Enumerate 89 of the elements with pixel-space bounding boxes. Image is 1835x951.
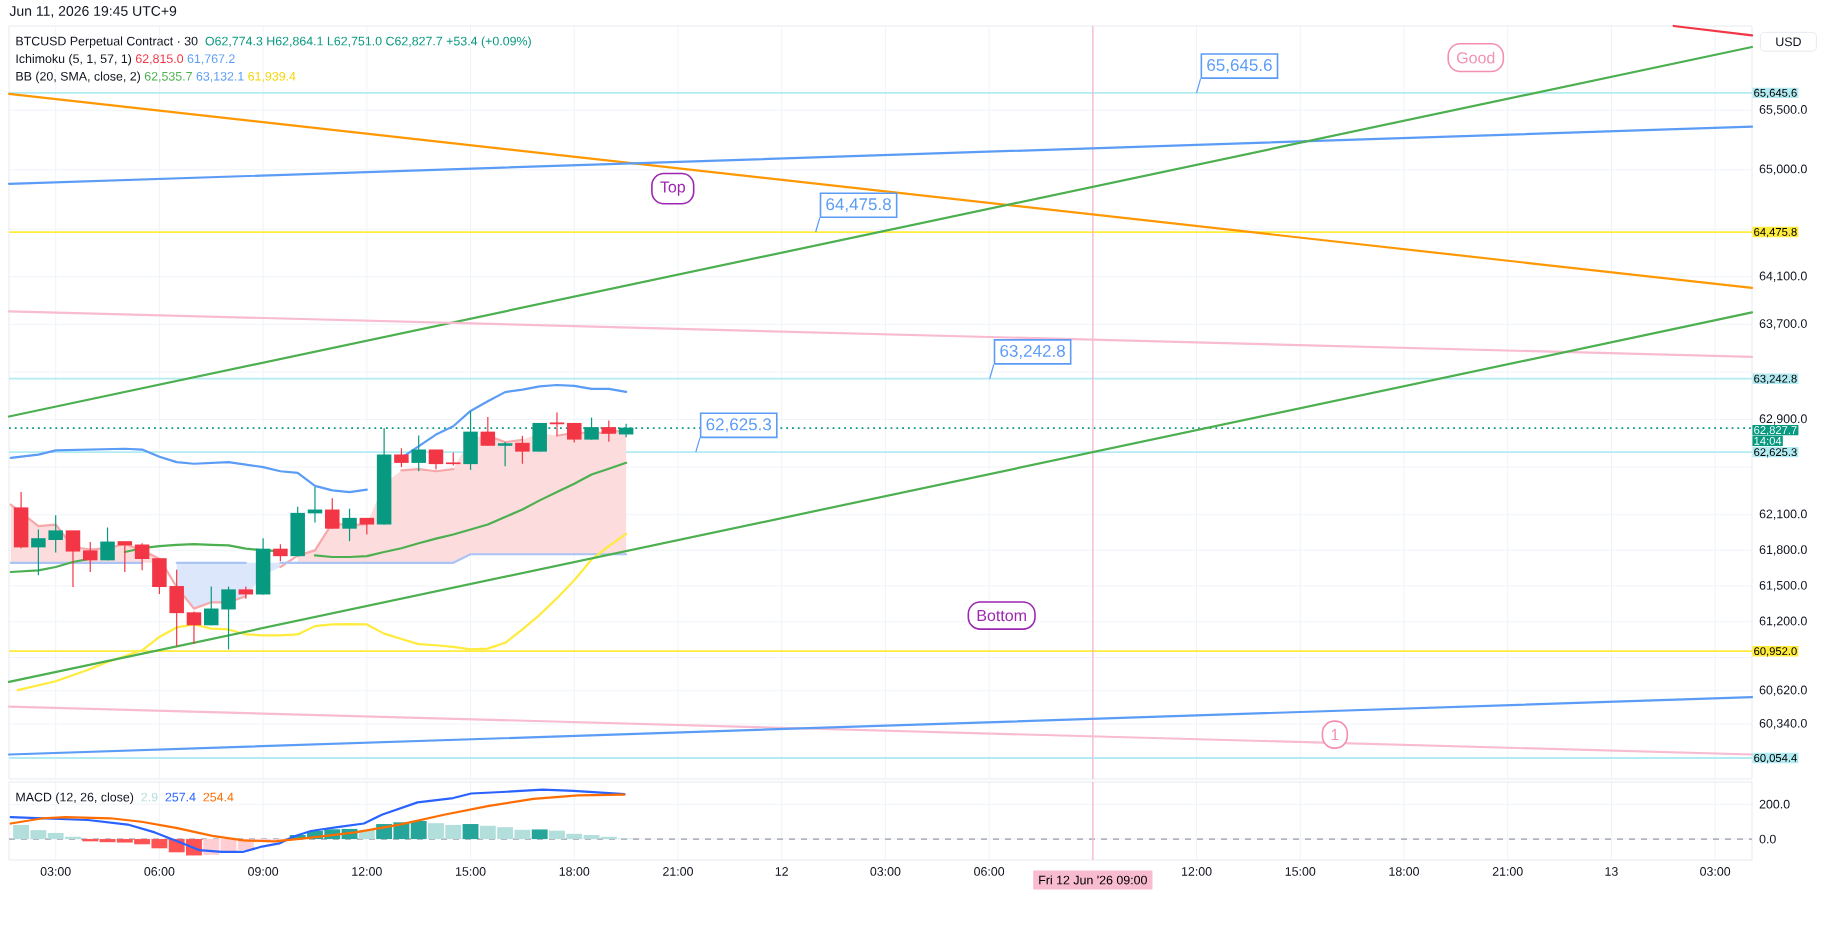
annotation: 61,939.4 <box>248 71 296 83</box>
y-tick-label: 62,900.0 <box>1759 414 1807 425</box>
annotation: 61,767.2 <box>187 54 235 65</box>
y-tick-label: 60,620.0 <box>1759 685 1807 696</box>
ref-line-label: 65,645.6 <box>1754 88 1797 99</box>
candlestick <box>221 585 236 651</box>
text: O62,774.3 H62,864.1 L62,751.0 C62,827.7 +53.4 (+0.09%) <box>205 36 531 48</box>
y-tick-label: 61,800.0 <box>1759 545 1807 556</box>
annotation: BB (20, SMA, close, 2) <box>16 71 141 84</box>
y-tick-label: 65,000.0 <box>1759 164 1807 175</box>
line-series <box>9 793 626 843</box>
y-tick-label: 61,200.0 <box>1759 616 1807 627</box>
candlestick <box>48 514 63 554</box>
candlestick <box>497 441 513 467</box>
candlestick <box>394 447 409 468</box>
candlestick <box>100 526 115 561</box>
candlestick <box>428 449 444 471</box>
ref-line-label: 63,242.8 <box>1754 374 1797 384</box>
x-tick-label: 12 <box>775 867 788 876</box>
y-tick-label: 63,700.0 <box>1759 319 1807 330</box>
x-tick-label: 06:00 <box>974 867 1005 876</box>
annotation: Ichimoku (5, 1, 57, 1) <box>16 53 132 66</box>
annotation: 62,815.0 <box>135 54 184 65</box>
annotation: Bottom <box>977 610 1026 622</box>
candlestick <box>342 508 357 542</box>
bar <box>462 824 479 840</box>
candlestick <box>325 497 340 530</box>
line-series <box>9 788 626 853</box>
text: BTCUSD Perpetual Contract · 30 <box>16 36 198 48</box>
candlestick <box>549 411 565 437</box>
bar <box>99 839 116 843</box>
y-tick-label: 60,340.0 <box>1759 718 1807 730</box>
candlestick <box>31 528 46 576</box>
x-tick-label: 21:00 <box>1492 867 1523 876</box>
y-tick-label: 200.0 <box>1759 799 1790 809</box>
x-tick-label: 03:00 <box>1700 867 1731 876</box>
annotation: 65,645.6 <box>1207 59 1272 74</box>
candlestick <box>186 610 202 645</box>
annotation: 2.9 <box>141 792 158 802</box>
ref-line-label: Fri 12 Jun '26 09:00 <box>1039 875 1147 885</box>
annotation: 62,535.7 <box>144 71 192 83</box>
candlestick <box>515 435 530 465</box>
candlestick <box>65 530 81 588</box>
y-axis-title: USD <box>1776 37 1801 47</box>
ref-line-label: 62,827.7 <box>1754 426 1797 436</box>
annotation: 63,132.1 <box>196 71 244 83</box>
annotation: 1 <box>1331 729 1339 741</box>
candlestick <box>480 416 496 447</box>
candlestick <box>567 422 582 444</box>
x-tick-label: 03:00 <box>870 867 901 876</box>
x-tick-label: 13 <box>1605 867 1618 876</box>
y-tick-label: 0.0 <box>1759 834 1776 844</box>
candlestick <box>411 434 426 472</box>
ref-line-label: 60,952.0 <box>1754 647 1797 657</box>
x-tick-label: 03:00 <box>40 867 71 876</box>
x-tick-label: 12:00 <box>1181 867 1212 876</box>
annotation: 62,625.3 <box>706 418 772 433</box>
text: MACD (12, 26, close) <box>16 792 134 804</box>
bar <box>531 829 548 840</box>
ref-line-label: 64,475.8 <box>1754 228 1797 238</box>
x-tick-label: 09:00 <box>248 867 279 876</box>
annotation: 64,475.8 <box>826 198 891 213</box>
candlestick <box>82 541 98 573</box>
annotation: 63,242.8 <box>1000 344 1065 359</box>
x-tick-label: 21:00 <box>663 867 693 876</box>
x-tick-label: 15:00 <box>455 867 486 876</box>
candlestick <box>134 542 150 571</box>
y-tick-label: 62,100.0 <box>1759 509 1807 520</box>
ref-line-label: 62,625.3 <box>1754 448 1797 458</box>
text: Jun 11, 2026 19:45 UTC+9 <box>9 6 177 18</box>
x-tick-label: 18:00 <box>559 867 590 876</box>
x-tick-label: 15:00 <box>1285 867 1316 876</box>
bar <box>220 839 237 851</box>
y-tick-label: 64,100.0 <box>1759 271 1807 282</box>
candlestick <box>117 541 133 573</box>
annotation: 254.4 <box>203 792 234 802</box>
x-tick-label: 06:00 <box>144 867 175 876</box>
annotation: Top <box>660 181 686 196</box>
ref-line-label: 60,054.4 <box>1754 753 1797 764</box>
annotation: 257.4 <box>165 792 196 802</box>
bar <box>410 820 427 840</box>
y-tick-label: 65,500.0 <box>1759 105 1807 116</box>
text: 14:04 <box>1754 436 1782 445</box>
candlestick <box>601 419 617 443</box>
x-tick-label: 18:00 <box>1389 867 1419 876</box>
x-tick-label: 12:00 <box>352 867 382 876</box>
annotation: Good <box>1457 51 1495 64</box>
y-tick-label: 61,500.0 <box>1759 580 1807 592</box>
candlestick <box>204 585 219 626</box>
